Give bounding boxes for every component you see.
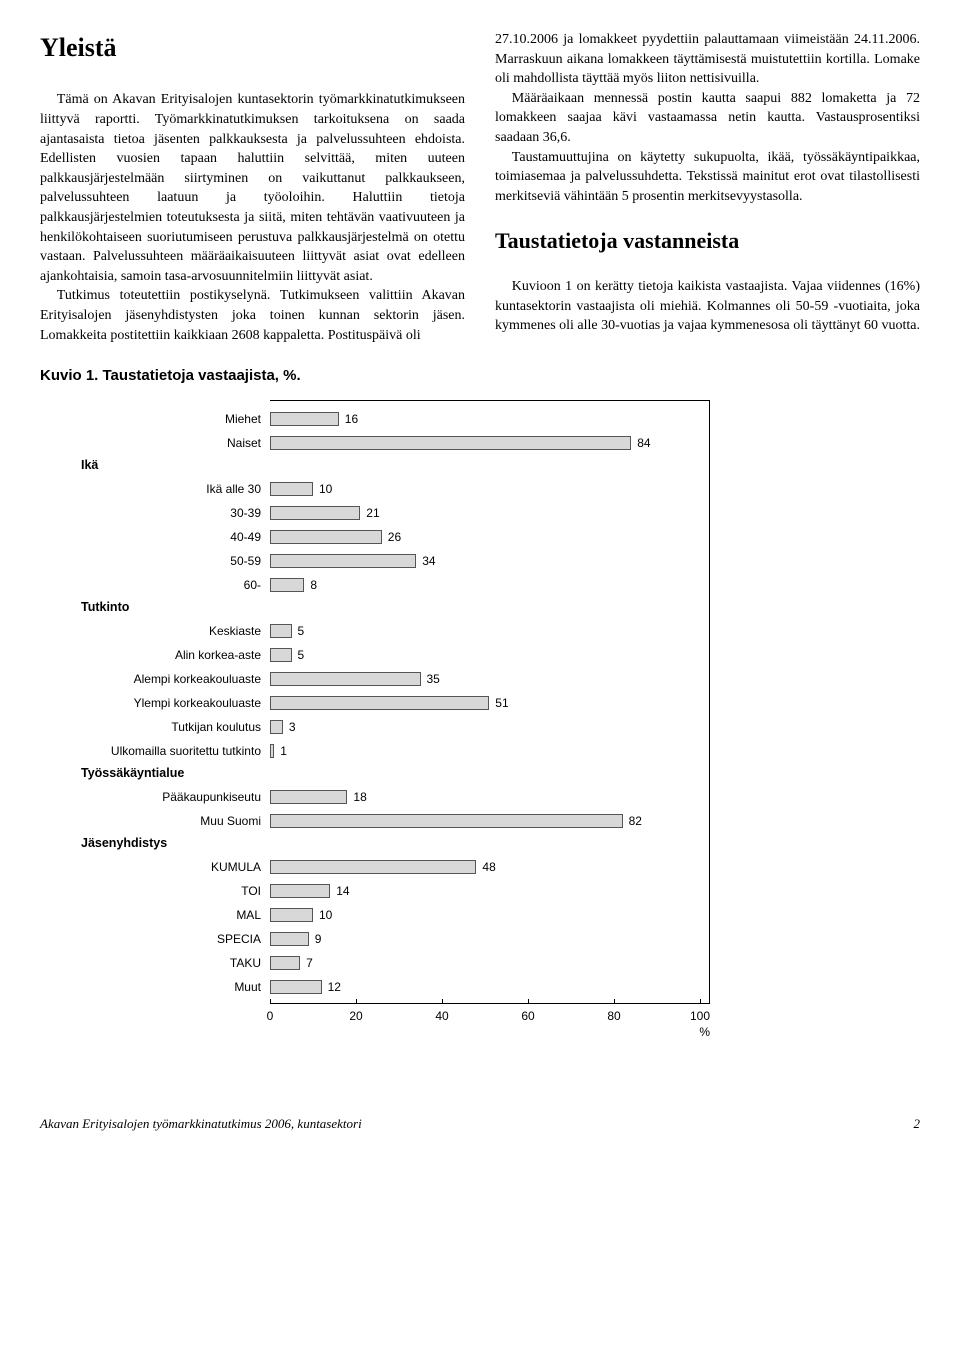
chart-bar [270, 814, 623, 828]
left-column: Yleistä Tämä on Akavan Erityisalojen kun… [40, 30, 465, 345]
chart-bar-value: 9 [315, 931, 322, 948]
chart-bar [270, 790, 347, 804]
right-para-4: Kuvioon 1 on kerätty tietoja kaikista va… [495, 277, 920, 336]
chart-bar-value: 16 [345, 411, 358, 428]
chart-bar-label: Ikä alle 30 [76, 481, 261, 498]
chart-bar [270, 554, 416, 568]
x-tick-label: 40 [435, 1008, 448, 1025]
chart-bar-label: Keskiaste [76, 623, 261, 640]
chart-bar-value: 1 [280, 743, 287, 760]
chart-bar [270, 884, 330, 898]
chart-bar [270, 578, 304, 592]
chart-bar-label: 30-39 [76, 505, 261, 522]
chart-bar-value: 84 [637, 435, 650, 452]
chart-bar-label: 60- [76, 577, 261, 594]
x-tick-label: 60 [521, 1008, 534, 1025]
chart-bar-value: 48 [482, 859, 495, 876]
right-para-1: 27.10.2006 ja lomakkeet pyydettiin palau… [495, 30, 920, 89]
chart-bar-label: Pääkaupunkiseutu [76, 789, 261, 806]
chart-bar-value: 82 [629, 813, 642, 830]
bar-chart: Miehet16Naiset84IkäIkä alle 301030-39214… [80, 400, 920, 1025]
chart-bar-value: 21 [366, 505, 379, 522]
chart-bar [270, 720, 283, 734]
chart-bar [270, 980, 322, 994]
chart-bar [270, 696, 489, 710]
chart-bar-label: Ylempi korkeakouluaste [76, 695, 261, 712]
chart-bar-label: Alempi korkeakouluaste [76, 671, 261, 688]
chart-group-label: Ikä [81, 457, 261, 475]
chart-bar [270, 908, 313, 922]
right-column: 27.10.2006 ja lomakkeet pyydettiin palau… [495, 30, 920, 345]
chart-group-label: Työssäkäyntialue [81, 765, 261, 783]
chart-group-label: Jäsenyhdistys [81, 835, 261, 853]
chart-bar-label: Tutkijan koulutus [76, 719, 261, 736]
left-para-1: Tämä on Akavan Erityisalojen kuntasektor… [40, 90, 465, 286]
chart-bar-value: 3 [289, 719, 296, 736]
heading-taustatietoja: Taustatietoja vastanneista [495, 226, 920, 257]
page-footer: Akavan Erityisalojen työmarkkinatutkimus… [40, 1115, 920, 1133]
heading-yleista: Yleistä [40, 30, 465, 66]
chart-bar-value: 8 [310, 577, 317, 594]
chart-bar-label: MAL [76, 907, 261, 924]
chart-bar-label: Naiset [76, 435, 261, 452]
chart-bar [270, 648, 292, 662]
chart-bar-value: 26 [388, 529, 401, 546]
x-axis-unit: % [699, 1024, 710, 1041]
chart-bar-label: Miehet [76, 411, 261, 428]
chart-bar-value: 51 [495, 695, 508, 712]
footer-page-number: 2 [914, 1115, 921, 1133]
chart-bar-value: 18 [353, 789, 366, 806]
text-columns: Yleistä Tämä on Akavan Erityisalojen kun… [40, 30, 920, 345]
chart-bar-label: KUMULA [76, 859, 261, 876]
right-para-3: Taustamuuttujina on käytetty sukupuolta,… [495, 148, 920, 207]
chart-bar-value: 34 [422, 553, 435, 570]
chart-bar [270, 744, 274, 758]
x-tick-label: 0 [267, 1008, 274, 1025]
chart-group-label: Tutkinto [81, 599, 261, 617]
chart-bar-value: 14 [336, 883, 349, 900]
chart-bar [270, 860, 476, 874]
chart-bar-label: SPECIA [76, 931, 261, 948]
chart-bar [270, 506, 360, 520]
chart-bar-label: 40-49 [76, 529, 261, 546]
chart-bar-value: 7 [306, 955, 313, 972]
footer-left: Akavan Erityisalojen työmarkkinatutkimus… [40, 1115, 362, 1133]
chart-bar [270, 530, 382, 544]
chart-bar [270, 956, 300, 970]
x-tick-label: 20 [349, 1008, 362, 1025]
chart-bar-label: TAKU [76, 955, 261, 972]
chart-bar [270, 482, 313, 496]
chart-bar-label: Alin korkea-aste [76, 647, 261, 664]
chart-bar-value: 5 [298, 623, 305, 640]
chart-bar-label: Muut [76, 979, 261, 996]
x-tick-label: 100 [690, 1008, 710, 1025]
x-axis: 020406080100% [80, 1003, 920, 1025]
chart-bar-label: Ulkomailla suoritettu tutkinto [76, 743, 261, 760]
right-para-2: Määräaikaan mennessä postin kautta saapu… [495, 89, 920, 148]
left-para-2: Tutkimus toteutettiin postikyselynä. Tut… [40, 286, 465, 345]
chart-bar-label: TOI [76, 883, 261, 900]
chart-bar-value: 35 [427, 671, 440, 688]
chart-bar [270, 672, 421, 686]
chart-bar-value: 5 [298, 647, 305, 664]
chart-title: Kuvio 1. Taustatietoja vastaajista, %. [40, 365, 920, 386]
chart-bar [270, 436, 631, 450]
chart-bar [270, 412, 339, 426]
chart-bar-label: Muu Suomi [76, 813, 261, 830]
chart-bar [270, 932, 309, 946]
x-tick-label: 80 [607, 1008, 620, 1025]
chart-bar [270, 624, 292, 638]
chart-bar-label: 50-59 [76, 553, 261, 570]
chart-bar-value: 10 [319, 907, 332, 924]
chart-bar-value: 12 [328, 979, 341, 996]
chart-bar-value: 10 [319, 481, 332, 498]
